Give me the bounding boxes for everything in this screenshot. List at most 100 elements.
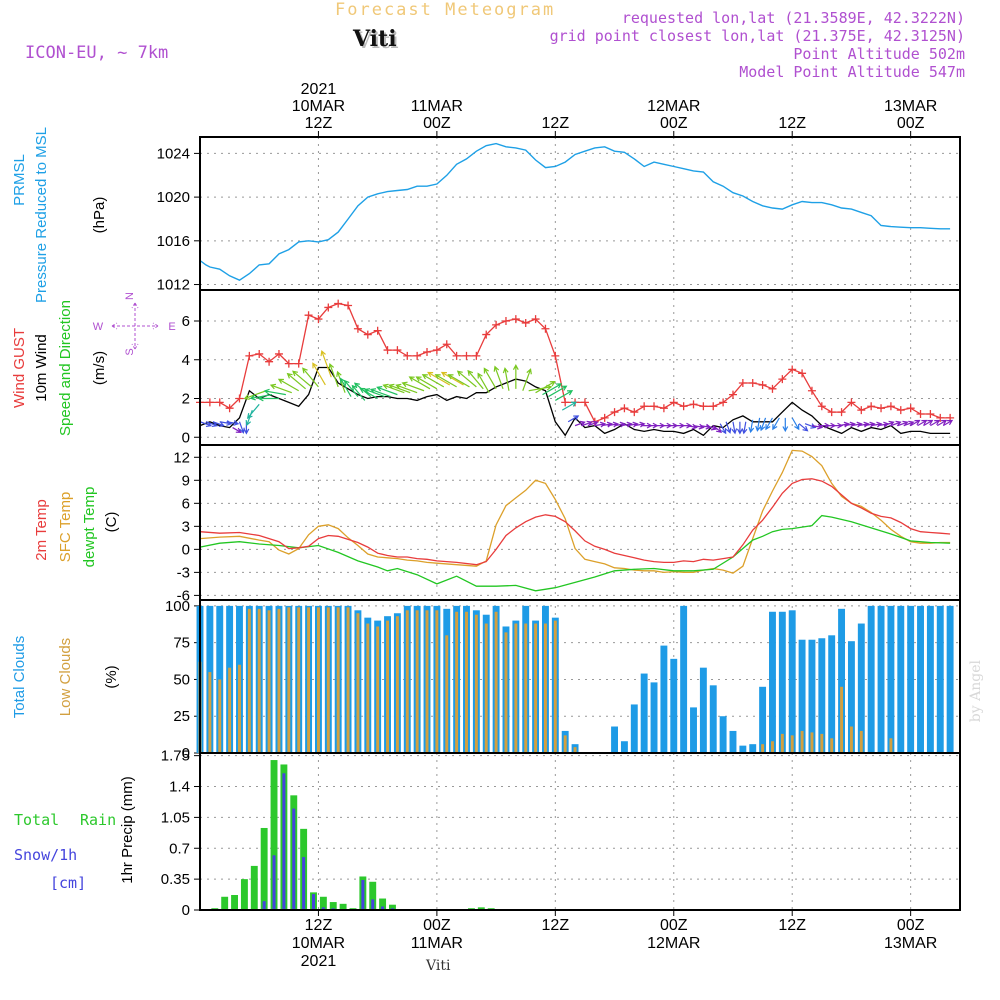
dewpt-temp-line [199,514,951,592]
credit-watermark: by Angel [968,660,984,723]
temp-unit-label: (C) [103,512,120,533]
gust-marker [936,413,945,422]
sfc-temp-side-label: SFC Temp [57,492,74,563]
total-cloud-bar [926,605,934,753]
gust-marker [482,330,491,339]
total-cloud-bar [759,686,767,753]
low-cloud-bar [504,632,508,753]
total-cloud-bar [936,605,944,753]
rain-bar [339,903,347,910]
rain-bar [369,881,377,910]
wind-side-label: 10m Wind [33,334,50,402]
wind-direction-arrow [567,415,580,423]
wind-direction-arrow [205,421,218,428]
gust-marker [373,326,382,335]
wind-direction-arrow [755,417,761,432]
gust-marker [699,402,708,411]
gust-marker [541,324,550,333]
total-cloud-bar [690,707,697,753]
wind-direction-arrow [883,420,895,427]
wind-direction-arrow [359,387,378,400]
wind-direction-arrow [748,419,755,434]
low-cloud-bar [257,608,261,753]
low-cloud-bar [277,608,281,753]
wind-direction-arrow [340,377,352,397]
gust-marker [738,379,747,387]
total-cloud-bar [857,623,865,753]
gust-marker [205,398,214,407]
gust-marker [413,351,422,360]
total-clouds-side-label: Total Clouds [11,636,28,719]
snow-side-label: Snow/1h [14,846,77,864]
low-cloud-bar [830,738,834,753]
wind-direction-arrow [512,364,519,389]
low-cloud-bar [218,679,222,753]
temperature-y-tick-label: 12 [173,449,190,466]
gust-marker [748,379,757,387]
wind-direction-arrow [741,421,748,435]
clouds-y-tick-label: 100 [165,598,190,615]
temperature-y-tick-label: 9 [182,472,190,489]
gust-marker [521,318,530,327]
total-cloud-bar [946,605,954,753]
rain-bar [260,827,268,910]
low-cloud-bar [425,610,429,753]
low-cloud-bar [840,686,844,753]
total-cloud-bar [709,685,717,753]
precip-y-tick-label: 0.35 [161,871,190,888]
gust-marker [383,346,392,355]
gust-marker [798,369,807,378]
gust-marker [827,408,836,417]
gust-marker [225,404,234,413]
clouds-y-tick-label: 75 [173,635,190,652]
gust-marker [511,315,520,324]
total-cloud-bar [739,745,747,753]
gust-marker [304,311,313,320]
wind-direction-arrow [555,390,574,401]
gust-marker [462,351,471,360]
precip-y-tick-label: 0.7 [169,840,190,857]
wind-direction-arrow [548,385,568,398]
wind-direction-side-label: Speed and Direction [57,300,74,436]
wind-direction-arrow [731,421,738,435]
wind-direction-arrow [890,420,902,427]
gust-marker [561,398,570,407]
total-cloud-bar [887,605,895,753]
precip-y-tick-label: 0 [182,902,190,919]
snow-bar [262,901,266,910]
gust-marker [728,390,737,399]
wind-direction-arrow [903,420,915,427]
snow-bar [292,808,296,910]
wind-direction-arrow [292,370,312,388]
wind-direction-arrow [798,423,809,432]
gust-marker [650,402,659,411]
low-cloud-bar [771,741,774,753]
wind-direction-arrow [759,417,767,432]
wind-direction-arrow [725,421,732,434]
low-clouds-side-label: Low Clouds [57,638,74,716]
low-cloud-bar [336,607,340,753]
snow-unit-label: [cm] [50,874,86,892]
pressure-panel-frame [199,136,961,291]
low-cloud-bar [761,744,765,753]
wind-direction-arrow [395,383,418,394]
gust-marker [353,324,362,333]
gust-marker [719,398,728,407]
wind-direction-arrow [312,362,326,386]
wind-direction-arrow [376,385,398,396]
total-cloud-bar [828,635,836,753]
low-cloud-bar [307,607,311,753]
gust-marker [669,398,678,407]
low-cloud-bar [820,733,824,753]
model-label: ICON-EU, ~ 7km [25,43,169,63]
wind-direction-arrow [212,421,225,428]
wind-direction-arrow [467,369,484,390]
pressure-y-tick-label: 1020 [157,189,190,206]
wind-direction-arrow [942,419,954,427]
total-cloud-bar [788,610,796,753]
wind-direction-arrow [765,417,773,431]
precip-y-tick-label: 1.75 [161,748,190,765]
gust-marker [334,299,343,308]
gust-marker [393,346,402,355]
